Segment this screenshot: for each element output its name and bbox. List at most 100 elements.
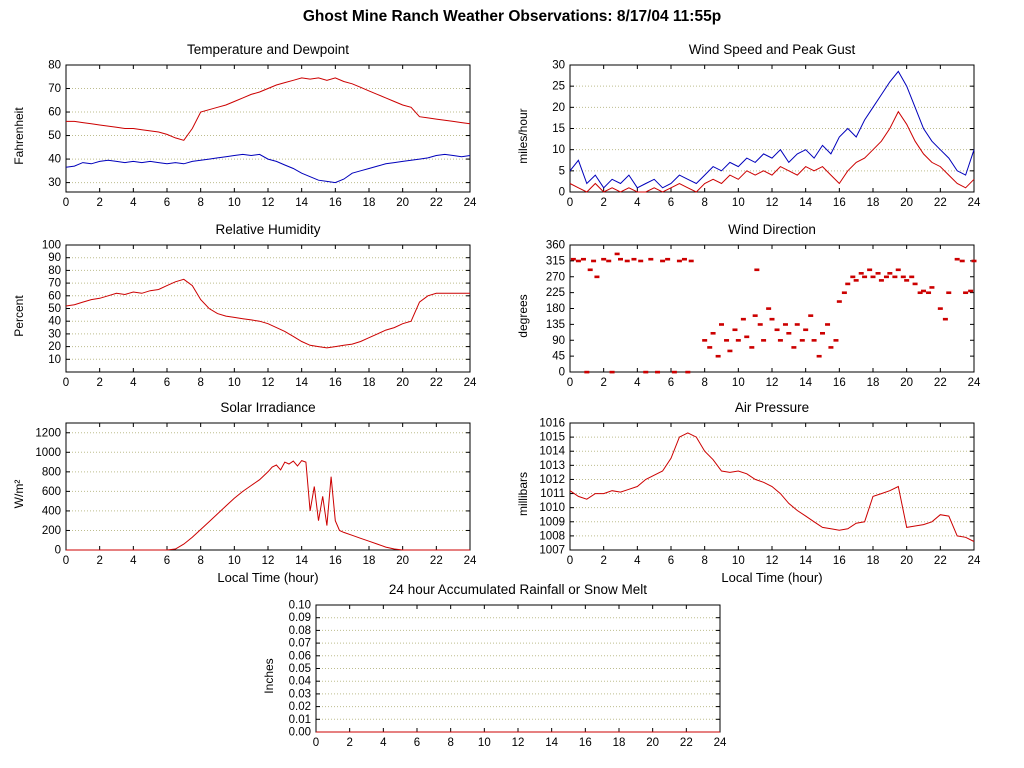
svg-text:2: 2 <box>600 555 606 567</box>
svg-text:18: 18 <box>613 737 626 749</box>
svg-text:4: 4 <box>380 737 387 749</box>
svg-text:2: 2 <box>96 377 102 389</box>
relative-humidity-plot: 0 2 4 6 8 10 12 14 16 18 20 22 241020304050607080901… <box>42 240 477 389</box>
svg-text:50: 50 <box>48 303 61 315</box>
svg-text:1015: 1015 <box>539 432 565 444</box>
wind-direction-plot: 0 2 4 6 8 10 12 14 16 18 20 22 240459013518022527031… <box>546 240 981 389</box>
svg-text:20: 20 <box>646 737 659 749</box>
svg-text:14: 14 <box>295 555 308 567</box>
svg-text:18: 18 <box>363 555 376 567</box>
svg-text:2: 2 <box>96 555 102 567</box>
svg-text:4: 4 <box>130 197 137 209</box>
svg-text:40: 40 <box>48 154 61 166</box>
svg-text:6: 6 <box>164 197 170 209</box>
svg-text:0.07: 0.07 <box>289 638 311 650</box>
chart-rainfall: 24 hour Accumulated Rainfall or Snow Mel… <box>262 582 728 754</box>
chart-title: Wind Direction <box>728 222 816 237</box>
page-title: Ghost Mine Ranch Weather Observations: 8… <box>302 8 722 25</box>
chart-wind-direction: Wind Direction degrees 0 2 4 6 8 10 12 14 16 18 20… <box>516 222 982 394</box>
svg-text:16: 16 <box>329 377 342 389</box>
svg-text:12: 12 <box>262 555 275 567</box>
svg-text:0.10: 0.10 <box>289 600 311 612</box>
svg-text:2: 2 <box>346 737 352 749</box>
svg-text:30: 30 <box>48 328 61 340</box>
svg-text:40: 40 <box>48 316 61 328</box>
svg-text:360: 360 <box>546 240 565 252</box>
svg-text:1000: 1000 <box>35 447 61 459</box>
svg-text:14: 14 <box>295 197 308 209</box>
svg-text:12: 12 <box>512 737 525 749</box>
svg-text:20: 20 <box>396 197 409 209</box>
svg-text:24: 24 <box>968 377 981 389</box>
svg-text:0.08: 0.08 <box>289 625 311 637</box>
svg-text:8: 8 <box>447 737 453 749</box>
svg-text:4: 4 <box>130 555 137 567</box>
svg-text:20: 20 <box>900 555 913 567</box>
svg-text:45: 45 <box>552 351 565 363</box>
svg-text:15: 15 <box>552 123 565 135</box>
svg-text:24: 24 <box>968 555 981 567</box>
svg-text:12: 12 <box>262 197 275 209</box>
svg-text:8: 8 <box>197 555 203 567</box>
svg-text:10: 10 <box>228 555 241 567</box>
svg-text:1011: 1011 <box>540 488 565 500</box>
svg-text:24: 24 <box>714 737 727 749</box>
svg-text:400: 400 <box>42 505 61 517</box>
svg-text:10: 10 <box>552 144 565 156</box>
svg-text:4: 4 <box>634 377 641 389</box>
svg-text:0: 0 <box>63 377 69 389</box>
svg-text:16: 16 <box>329 197 342 209</box>
svg-text:22: 22 <box>934 555 947 567</box>
svg-text:4: 4 <box>130 377 137 389</box>
svg-text:22: 22 <box>680 737 693 749</box>
svg-text:16: 16 <box>833 197 846 209</box>
svg-text:0: 0 <box>55 545 61 557</box>
chart-air-pressure: Air Pressure millibars 0 2 4 6 8 10 12 14 16 18 20… <box>516 400 982 590</box>
svg-text:20: 20 <box>900 377 913 389</box>
svg-text:1012: 1012 <box>539 474 565 486</box>
svg-text:20: 20 <box>552 102 565 114</box>
svg-text:60: 60 <box>48 290 61 302</box>
svg-text:0: 0 <box>559 187 565 199</box>
chart-relative-humidity: Relative Humidity Percent 0 2 4 6 8 10 12 14 16 1… <box>12 222 478 394</box>
svg-text:270: 270 <box>546 271 565 283</box>
svg-text:0.03: 0.03 <box>289 688 311 700</box>
chart-title: Relative Humidity <box>215 222 321 237</box>
svg-text:80: 80 <box>48 60 61 72</box>
svg-text:14: 14 <box>545 737 558 749</box>
svg-text:5: 5 <box>559 165 565 177</box>
svg-text:70: 70 <box>48 278 61 290</box>
svg-text:0.06: 0.06 <box>289 650 311 662</box>
svg-text:24: 24 <box>968 197 981 209</box>
svg-text:10: 10 <box>732 377 745 389</box>
svg-text:6: 6 <box>668 197 674 209</box>
svg-text:10: 10 <box>228 377 241 389</box>
svg-text:90: 90 <box>552 335 565 347</box>
y-axis-label: degrees <box>516 294 530 338</box>
svg-text:10: 10 <box>732 555 745 567</box>
chart-title: Wind Speed and Peak Gust <box>688 42 856 57</box>
svg-text:0.04: 0.04 <box>289 676 312 688</box>
svg-text:18: 18 <box>363 197 376 209</box>
svg-text:6: 6 <box>164 555 170 567</box>
svg-text:20: 20 <box>396 555 409 567</box>
x-axis-label: Local Time (hour) <box>217 570 319 585</box>
svg-text:20: 20 <box>48 341 61 353</box>
svg-text:10: 10 <box>478 737 491 749</box>
svg-text:800: 800 <box>42 466 61 478</box>
svg-text:200: 200 <box>42 525 61 537</box>
svg-text:10: 10 <box>228 197 241 209</box>
svg-text:8: 8 <box>701 555 707 567</box>
x-axis-label: Local Time (hour) <box>721 570 823 585</box>
y-axis-label: miles/hour <box>516 108 530 164</box>
svg-text:315: 315 <box>546 255 565 267</box>
svg-text:4: 4 <box>634 197 641 209</box>
svg-text:0: 0 <box>567 555 573 567</box>
svg-text:2: 2 <box>600 197 606 209</box>
svg-text:100: 100 <box>42 240 61 252</box>
y-axis-label: Fahrenheit <box>12 107 26 165</box>
svg-text:60: 60 <box>48 107 61 119</box>
